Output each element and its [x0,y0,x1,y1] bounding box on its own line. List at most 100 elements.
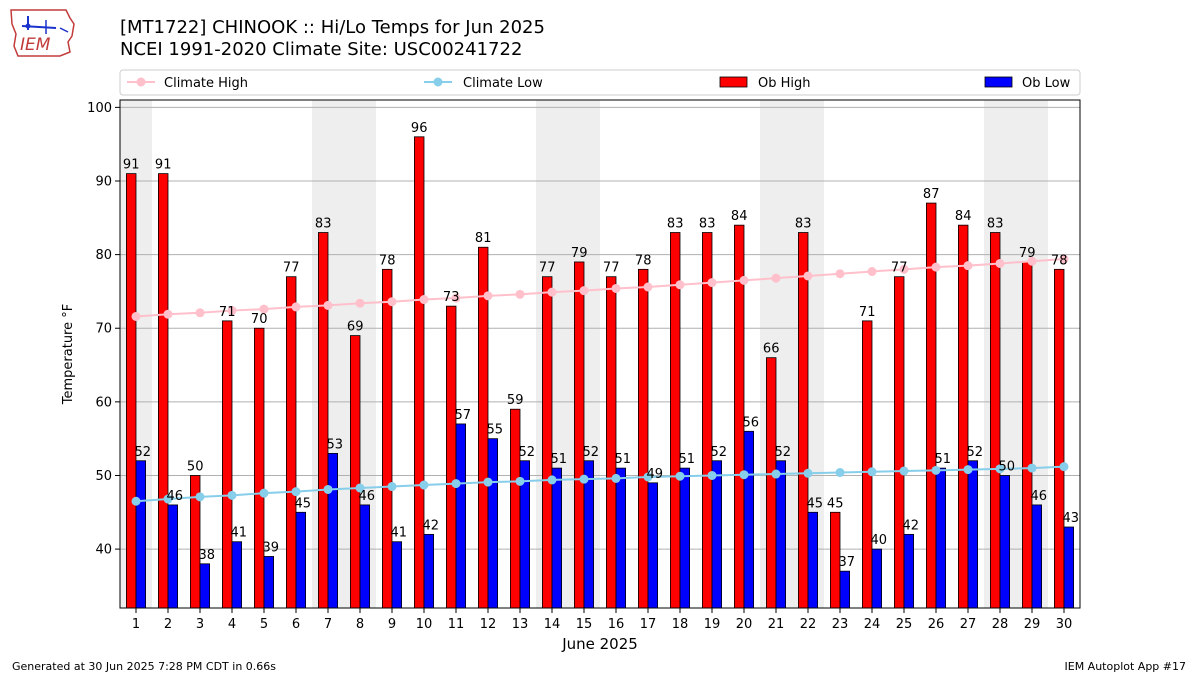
x-tick-label: 26 [928,617,945,632]
generated-timestamp: Generated at 30 Jun 2025 7:28 PM CDT in … [12,660,277,673]
ob-low-bar [711,460,723,609]
climate-low-point [163,494,173,504]
ob-high-bar [285,276,297,609]
ob-low-bar [647,482,659,609]
climate-high-point [131,311,141,321]
plot-frame [119,99,1081,609]
x-tick-label: 28 [992,617,1009,632]
ob-low-label: 55 [487,423,504,438]
bars [126,136,1075,609]
ob-low-label: 53 [327,437,344,452]
ob-high-label: 91 [123,158,140,173]
x-tick-label: 24 [864,617,881,632]
title-line-1: [MT1722] CHINOOK :: Hi/Lo Temps for Jun … [120,17,545,38]
climate-high-point [419,295,429,305]
ob-low-bar [1063,526,1075,609]
climate-high-point [803,271,813,281]
climate-high-point [515,289,525,299]
climate-low-point [995,464,1005,474]
ob-high-label: 91 [155,158,172,173]
ob-high-bar [638,268,649,609]
ob-high-label: 73 [443,290,460,305]
ob-low-bar [903,533,915,609]
ob-low-bar [775,460,787,609]
ob-low-label: 51 [551,452,568,467]
ob-low-label: 51 [935,452,952,467]
y-tick-label: 100 [87,101,112,116]
ob-high-label: 70 [251,312,268,327]
title-line-2: NCEI 1991-2020 Climate Site: USC00241722 [120,39,523,60]
ob-low-bar [167,504,179,609]
ob-low-label: 42 [903,518,920,533]
ob-low-bar [1031,504,1043,609]
x-tick-label: 9 [388,617,396,632]
legend-climate-low-label: Climate Low [463,76,543,91]
legend-box [119,69,1081,96]
ob-high-bar [349,335,361,609]
x-axis: 1 2 3 4 5 6 7 8 9 10 11 12 13 14 15 16 17 18 19 20 21 22 23 24 2… [132,608,1072,632]
legend-climate-high-marker [136,77,146,87]
iem-logo: IEM [8,6,80,60]
ob-low-bar [199,563,211,609]
ob-high-label: 71 [859,305,876,320]
climate-low-point [739,470,749,480]
climate-low-point [643,472,653,482]
climate-low-point [867,467,877,477]
ob-high-label: 78 [635,253,652,268]
ob-low-label: 46 [359,489,376,504]
ob-low-bar [743,430,755,609]
ob-high-bar [445,305,457,609]
ob-high-label: 79 [571,246,588,261]
ob-high-label: 77 [283,261,300,276]
legend-ob-low-swatch [984,76,1013,88]
x-tick-label: 19 [704,617,721,632]
x-tick-label: 23 [832,617,849,632]
ob-low-label: 37 [839,555,856,570]
climate-low-point [771,469,781,479]
ob-high-label: 79 [1019,246,1036,261]
ob-low-label: 43 [1063,511,1080,526]
climate-low-line [135,465,1065,503]
climate-high-point [771,273,781,283]
ob-high-bar [574,261,585,609]
legend-ob-high-label: Ob High [758,76,811,91]
ob-high-bar [157,173,169,609]
y-tick-label: 90 [95,174,112,189]
climate-low-point [291,487,301,497]
x-tick-label: 20 [736,617,753,632]
ob-low-label: 42 [423,518,440,533]
y-axis: 40 50 60 70 80 90 100 [87,101,120,558]
climate-high-point [259,304,269,314]
ob-low-label: 49 [647,467,664,482]
ob-high-label: 69 [347,320,364,335]
y-tick-label: 80 [95,248,112,263]
legend: Climate High Climate Low Ob High Ob Low [119,69,1081,96]
climate-high-point [739,275,749,285]
ob-low-label: 41 [231,526,248,541]
ob-low-bar [839,570,851,609]
climate-high-point [835,269,845,279]
ob-low-bar [391,541,403,609]
ob-low-bar [327,452,339,609]
climate-high-point [963,261,973,271]
legend-ob-high-swatch [719,76,748,88]
ob-low-label: 50 [999,459,1016,474]
climate-low-point [899,466,909,476]
ob-high-bar [221,320,233,609]
climate-high-point [163,309,173,319]
x-axis-label: June 2025 [561,635,638,653]
climate-high-line [135,258,1065,318]
climate-high-point [995,258,1005,268]
ob-high-label: 59 [507,393,524,408]
ob-low-bar [359,504,371,609]
ob-low-bar [231,541,243,609]
ob-low-label: 45 [807,496,824,511]
ob-high-bar [542,276,553,609]
ob-high-bar [606,276,617,609]
ob-high-bar [1054,268,1065,609]
x-tick-label: 14 [544,617,561,632]
ob-high-bar [1022,261,1033,609]
climate-high-point [387,297,397,307]
app-label: IEM Autoplot App #17 [1064,660,1187,673]
climate-low-point [451,479,461,489]
